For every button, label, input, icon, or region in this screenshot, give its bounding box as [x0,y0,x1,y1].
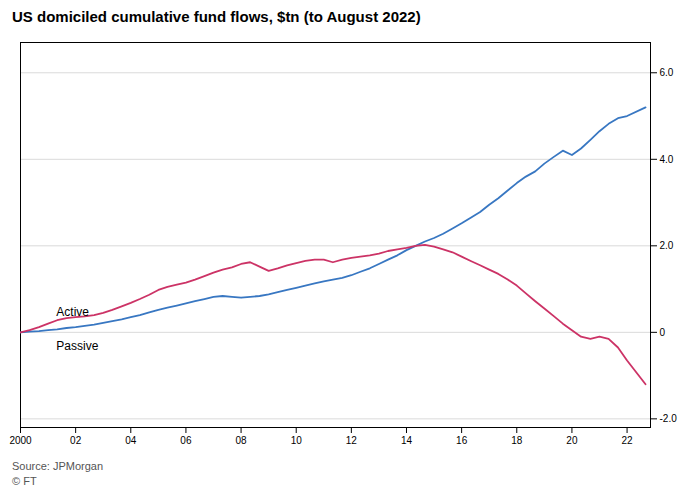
svg-text:2000: 2000 [9,435,32,446]
svg-text:4.0: 4.0 [660,153,674,164]
svg-text:12: 12 [346,435,358,446]
svg-text:20: 20 [566,435,578,446]
svg-text:02: 02 [70,435,82,446]
svg-text:08: 08 [236,435,248,446]
svg-text:2.0: 2.0 [660,240,674,251]
svg-text:22: 22 [622,435,634,446]
html-text:US domiciled cumulative fund f: US domiciled cumulative fund flows, $tn … [12,8,421,25]
svg-text:-2.0: -2.0 [660,413,678,424]
svg-text:10: 10 [291,435,303,446]
svg-text:06: 06 [180,435,192,446]
svg-text:14: 14 [401,435,413,446]
svg-text:04: 04 [125,435,137,446]
svg-text:6.0: 6.0 [660,67,674,78]
svg-text:18: 18 [511,435,523,446]
svg-text:16: 16 [456,435,468,446]
svg-text:Active: Active [56,305,89,319]
svg-text:0: 0 [660,327,666,338]
html-text:Source: JPMorgan © FT: Source: JPMorgan © FT [12,460,104,487]
svg-text:Passive: Passive [56,339,98,353]
